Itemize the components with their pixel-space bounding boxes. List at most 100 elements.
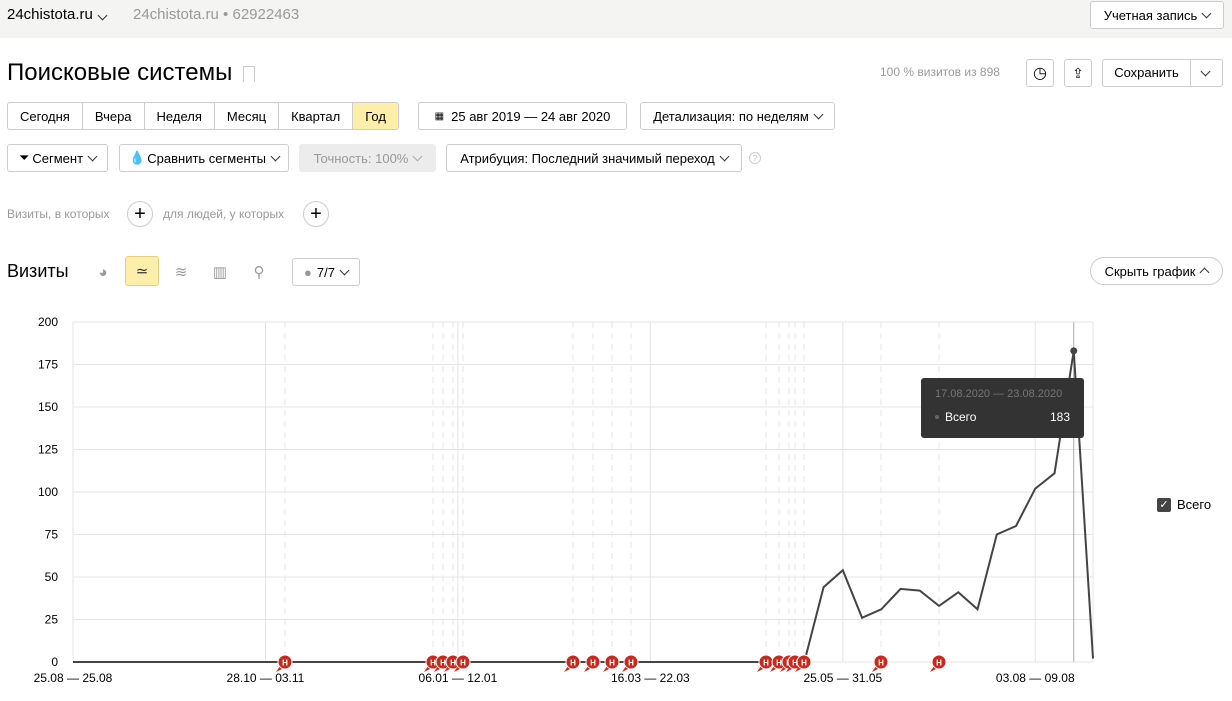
- save-button[interactable]: Сохранить: [1103, 60, 1191, 86]
- page-title: Поисковые системы: [7, 59, 233, 86]
- checkbox-checked-icon[interactable]: ✓: [1157, 497, 1171, 512]
- annotation-marker: [585, 654, 601, 670]
- visits-chart: 0 25 50 75 100 125 150 175 200 25.08 — 25.08 28.10…: [34, 315, 1094, 685]
- save-button-group: Сохранить: [1102, 59, 1223, 87]
- hide-chart-button[interactable]: Скрыть график: [1090, 257, 1223, 285]
- annotation-marker: [931, 654, 947, 670]
- chevron-down-icon: [87, 151, 98, 161]
- drops-icon: 💧: [129, 150, 146, 165]
- tooltip-series: Всего: [945, 410, 977, 424]
- y-tick-label: 150: [38, 400, 58, 414]
- detail-dropdown[interactable]: Детализация: по неделям: [640, 102, 835, 130]
- series-line: [73, 350, 1094, 663]
- add-people-condition-button[interactable]: +: [303, 201, 329, 227]
- x-tick-label: 28.10 — 03.11: [227, 671, 305, 685]
- annotation-marker-label: Н: [801, 659, 807, 668]
- attribution-dropdown[interactable]: Атрибуция: Последний значимый переход: [446, 144, 742, 172]
- compare-segments-button[interactable]: 💧 Сравнить сегменты: [119, 144, 289, 172]
- detail-label: Детализация: по неделям: [653, 108, 809, 124]
- annotation-marker-label: Н: [792, 659, 798, 668]
- chevron-down-icon: [1201, 8, 1212, 18]
- segment-label: Сегмент: [32, 150, 84, 166]
- attribution-label: Атрибуция: Последний значимый переход: [460, 150, 715, 166]
- annotation-marker-label: Н: [776, 659, 782, 668]
- y-tick-label: 0: [51, 655, 58, 669]
- x-tick-label: 16.03 — 22.03: [611, 671, 690, 685]
- chevron-up-icon: [1199, 267, 1210, 278]
- site-selector[interactable]: 24chistota.ru: [7, 6, 108, 23]
- bar-chart-icon[interactable]: ▥: [212, 264, 228, 281]
- period-selector: Сегодня Вчера Неделя Месяц Квартал Год: [7, 102, 399, 130]
- y-tick-label: 75: [45, 528, 59, 542]
- annotation-marker-label: Н: [609, 659, 615, 668]
- bookmark-icon[interactable]: [243, 66, 255, 82]
- add-visit-condition-button[interactable]: +: [127, 201, 153, 227]
- period-quarter[interactable]: Квартал: [279, 103, 354, 129]
- annotation-marker: [796, 654, 812, 670]
- legend-label: Всего: [1177, 497, 1212, 512]
- chevron-down-icon: [719, 151, 730, 161]
- annotation-marker: [277, 654, 293, 670]
- period-year[interactable]: Год: [353, 103, 398, 129]
- counter-info: 24chistota.ru • 62922463: [133, 6, 300, 23]
- plus-icon: +: [134, 203, 146, 225]
- annotations-dropdown[interactable]: ● 7/7: [292, 258, 360, 286]
- site-name: 24chistota.ru: [133, 6, 219, 23]
- line-chart-icon[interactable]: ≃: [125, 256, 159, 286]
- period-month[interactable]: Месяц: [215, 103, 280, 129]
- upload-icon: ⇪: [1072, 64, 1084, 81]
- visits-info: 100 % визитов из 898: [880, 65, 1000, 79]
- annotation-marker-label: Н: [450, 659, 456, 668]
- annotation-marker-label: Н: [590, 659, 596, 668]
- legend-item-total[interactable]: ✓ Всего: [1157, 497, 1211, 512]
- chart-tooltip: 17.08.2020 — 23.08.2020 Всего 183: [921, 378, 1084, 438]
- series-dot-icon: [935, 415, 939, 419]
- annotation-marker-label: Н: [628, 659, 634, 668]
- chevron-down-icon: [339, 265, 350, 275]
- annotations-count: 7/7: [316, 264, 335, 280]
- x-tick-label: 25.05 — 31.05: [803, 671, 882, 685]
- annotation-marker-label: Н: [936, 659, 942, 668]
- y-tick-label: 175: [38, 358, 58, 372]
- history-button[interactable]: ◷: [1026, 59, 1054, 87]
- date-range-button[interactable]: ▦ 25 авг 2019 — 24 авг 2020: [418, 102, 627, 130]
- chevron-down-icon: [412, 151, 423, 161]
- x-tick-label: 25.08 — 25.08: [34, 671, 113, 685]
- y-tick-label: 125: [38, 443, 58, 457]
- save-options-chevron-icon[interactable]: [1200, 66, 1211, 76]
- period-yesterday[interactable]: Вчера: [83, 103, 145, 129]
- annotation-marker: [873, 654, 889, 670]
- pie-chart-icon[interactable]: ◕: [98, 263, 108, 281]
- annotation-marker-label: Н: [440, 659, 446, 668]
- clock-icon: ◷: [1033, 65, 1047, 82]
- accuracy-label: Точность: 100%: [313, 150, 409, 166]
- export-button[interactable]: ⇪: [1064, 59, 1092, 87]
- map-pin-icon[interactable]: ⚲: [253, 264, 265, 281]
- y-tick-label: 50: [45, 570, 59, 584]
- period-week[interactable]: Неделя: [145, 103, 215, 129]
- chevron-down-icon: [270, 151, 281, 161]
- people-condition-label: для людей, у которых: [163, 207, 285, 221]
- account-button[interactable]: Учетная запись: [1090, 1, 1224, 29]
- annotation-marker: [623, 654, 639, 670]
- help-icon[interactable]: ?: [749, 152, 761, 164]
- calendar-icon: ▦: [434, 110, 445, 122]
- visits-condition-label: Визиты, в которых: [7, 207, 110, 221]
- annotation-marker-label: Н: [570, 659, 576, 668]
- y-tick-label: 100: [38, 485, 58, 499]
- annotation-marker-label: Н: [460, 659, 466, 668]
- area-chart-icon[interactable]: ≋: [174, 264, 188, 281]
- annotation-marker: [604, 654, 620, 670]
- annotation-marker-label: Н: [282, 659, 288, 668]
- counter-id: 62922463: [232, 6, 300, 23]
- site-selector-label: 24chistota.ru: [7, 6, 93, 23]
- chevron-down-icon: [97, 10, 108, 21]
- segment-button[interactable]: ⏷ Сегмент: [7, 144, 108, 172]
- tooltip-period: 17.08.2020 — 23.08.2020: [935, 388, 1063, 400]
- accuracy-dropdown[interactable]: Точность: 100%: [299, 144, 436, 172]
- period-today[interactable]: Сегодня: [8, 103, 83, 129]
- date-range-label: 25 авг 2019 — 24 авг 2020: [451, 108, 611, 124]
- x-tick-label: 03.08 — 09.08: [996, 671, 1075, 685]
- hide-chart-label: Скрыть график: [1104, 263, 1196, 279]
- data-point: [1070, 347, 1078, 355]
